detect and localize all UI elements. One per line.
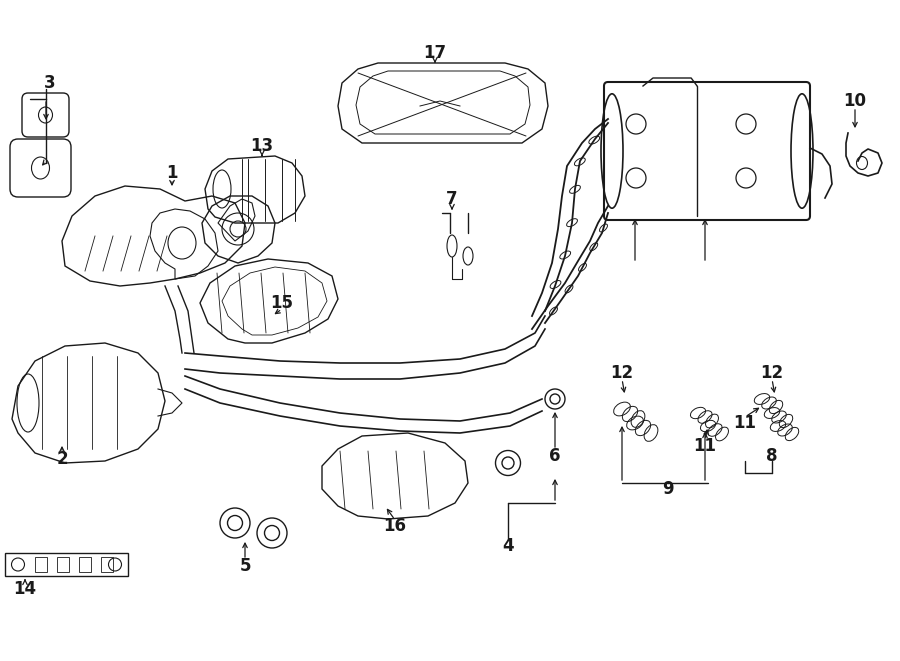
Text: 2: 2 bbox=[56, 450, 68, 468]
Text: 8: 8 bbox=[766, 447, 778, 465]
Text: 11: 11 bbox=[694, 437, 716, 455]
Text: 11: 11 bbox=[734, 414, 757, 432]
Text: 6: 6 bbox=[549, 447, 561, 465]
Text: 14: 14 bbox=[14, 580, 37, 598]
Text: 10: 10 bbox=[843, 92, 867, 110]
Text: 12: 12 bbox=[610, 364, 634, 382]
Text: 15: 15 bbox=[271, 294, 293, 312]
Text: 17: 17 bbox=[423, 44, 446, 62]
Text: 1: 1 bbox=[166, 164, 178, 182]
Text: 7: 7 bbox=[446, 190, 458, 208]
Text: 13: 13 bbox=[250, 137, 274, 155]
Text: 9: 9 bbox=[662, 480, 674, 498]
Text: 3: 3 bbox=[44, 74, 56, 92]
Text: 5: 5 bbox=[239, 557, 251, 575]
Text: 12: 12 bbox=[760, 364, 784, 382]
Text: 16: 16 bbox=[383, 517, 407, 535]
Text: 4: 4 bbox=[502, 537, 514, 555]
